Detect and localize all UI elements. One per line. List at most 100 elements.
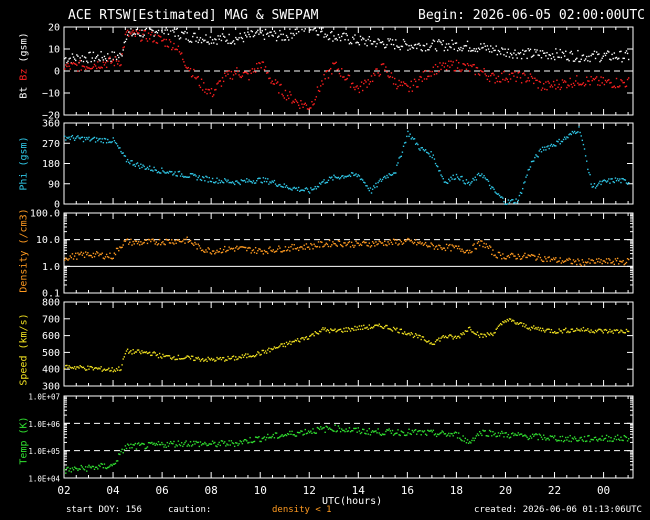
data-point [163,243,165,245]
data-point [314,186,316,188]
data-point [188,240,191,242]
data-point [357,87,359,90]
data-point [342,429,344,432]
data-point [609,58,611,60]
data-point [348,43,351,45]
data-point [358,244,361,247]
data-point [290,433,292,435]
data-point [331,244,333,246]
data-point [222,80,225,83]
data-point [534,48,536,51]
data-point [122,152,124,154]
data-point [279,436,281,438]
data-point [75,59,77,62]
y-tick-label: 700 [42,314,60,325]
data-point [324,182,326,184]
data-point [94,253,97,255]
data-point [271,34,273,36]
data-point [486,435,489,437]
data-point [190,445,193,447]
data-point [497,251,500,254]
data-point [102,467,105,469]
data-point [610,262,612,264]
data-point [235,356,237,358]
data-point [458,245,460,247]
data-point [96,67,98,70]
data-point [560,439,563,442]
data-point [220,180,223,182]
data-point [527,169,529,171]
data-point [452,245,454,247]
data-point [221,251,224,253]
data-point [473,48,475,50]
data-point [263,69,266,71]
data-point [414,333,417,335]
data-point [595,51,598,53]
data-point [519,77,522,79]
data-point [176,48,178,51]
data-point [600,439,602,441]
data-point [581,83,584,85]
data-point [220,358,223,361]
data-point [528,80,531,82]
data-point [431,70,433,73]
data-point [297,186,300,189]
data-point [440,337,442,339]
data-point [87,466,89,468]
data-point [84,466,87,468]
data-point [150,442,152,444]
data-point [278,346,280,348]
data-point [293,186,295,189]
data-point [493,254,495,257]
data-point [494,82,496,84]
data-point [603,260,606,262]
data-point [221,357,224,359]
data-point [344,175,346,178]
data-point [623,332,625,334]
data-point [323,73,325,76]
data-point [160,443,162,446]
data-point [464,44,467,47]
start-doy: start DOY: 156 [66,505,142,515]
data-point [427,75,429,78]
data-point [70,367,73,369]
data-point [560,56,563,59]
data-point [143,351,145,353]
data-point [556,440,558,442]
data-point [397,85,399,88]
data-point [378,323,380,325]
data-point [328,427,331,429]
data-point [574,58,577,61]
data-point [237,248,239,250]
data-point [284,89,287,92]
data-point [462,332,464,334]
data-point [120,369,122,371]
data-point [504,432,506,434]
data-point [334,243,336,245]
data-point [343,177,345,179]
data-point [297,249,300,252]
data-point [587,328,589,330]
data-point [169,440,172,443]
data-point [261,61,263,63]
data-point [405,333,407,335]
x-tick-label: 14 [352,484,366,497]
data-point [124,352,127,355]
data-point [98,58,100,61]
data-point [444,46,447,49]
data-point [499,196,502,198]
y-tick-label: 0.1 [42,289,60,300]
data-point [217,443,219,446]
data-point [496,80,499,83]
data-point [245,353,247,355]
data-point [472,64,474,66]
data-point [80,69,82,71]
data-point [602,179,604,182]
data-point [332,62,334,64]
data-point [64,469,66,471]
x-tick-label: 00 [597,484,610,497]
data-point [537,87,539,89]
data-point [518,255,521,258]
data-point [96,55,98,58]
data-point [114,462,117,465]
